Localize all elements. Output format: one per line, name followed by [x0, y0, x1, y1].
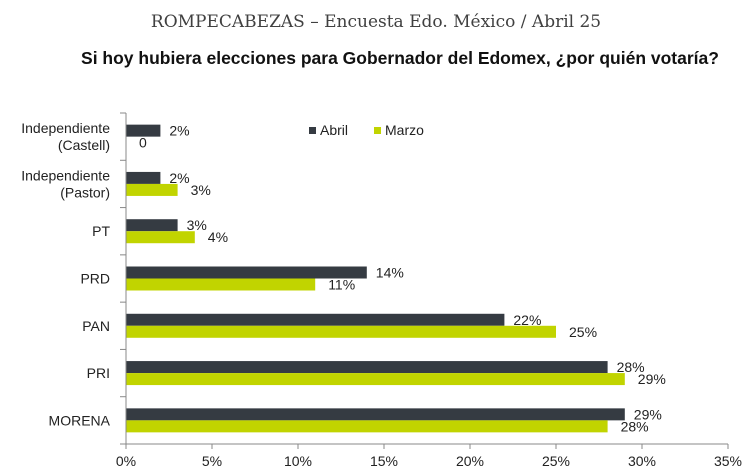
x-tick-label-7: 35%: [714, 453, 742, 469]
category-label-6-0: MORENA: [49, 412, 111, 428]
bar-marzo-2: [126, 231, 195, 244]
legend-swatch-abril: [309, 127, 316, 134]
bars-layer: [126, 124, 625, 433]
x-tick-label-0: 0%: [116, 453, 136, 469]
data-label-abril-5: 28%: [617, 359, 645, 375]
category-label-5-0: PRI: [87, 365, 110, 381]
data-label-marzo-2: 4%: [208, 229, 228, 245]
data-label-marzo-1: 3%: [191, 182, 211, 198]
bar-marzo-5: [126, 373, 625, 386]
category-label-4-0: PAN: [82, 318, 110, 334]
data-label-abril-3: 14%: [376, 265, 404, 281]
data-label-marzo-4: 25%: [569, 324, 597, 340]
bar-marzo-3: [126, 278, 316, 291]
report-header: ROMPECABEZAS – Encuesta Edo. México / Ab…: [150, 12, 602, 32]
bar-abril-4: [126, 313, 505, 326]
legend-label-abril: Abril: [320, 122, 348, 138]
data-label-marzo-0: 0: [139, 135, 147, 151]
category-label-3-0: PRD: [80, 271, 110, 287]
category-labels-layer: Independiente(Castell)Independiente(Past…: [21, 120, 110, 428]
bar-marzo-1: [126, 183, 178, 196]
data-label-marzo-6: 28%: [621, 418, 649, 434]
data-label-marzo-3: 11%: [328, 277, 355, 293]
x-tick-label-6: 30%: [628, 453, 656, 469]
category-label-0-1: (Castell): [58, 137, 110, 153]
data-label-marzo-5: 29%: [638, 371, 666, 387]
category-label-2-0: PT: [92, 223, 110, 239]
legend-swatch-marzo: [374, 127, 381, 134]
data-label-abril-1: 2%: [169, 170, 189, 186]
bar-abril-3: [126, 266, 367, 279]
bar-marzo-4: [126, 325, 556, 338]
bar-abril-0: [126, 124, 161, 137]
category-label-0-0: Independiente: [21, 120, 110, 136]
x-axis: 0% 5% 10% 15% 20% 25% 30% 35%: [116, 112, 742, 469]
x-tick-label-5: 25%: [542, 453, 570, 469]
bar-abril-2: [126, 219, 178, 232]
category-label-1-0: Independiente: [21, 167, 110, 183]
bar-marzo-6: [126, 420, 608, 433]
category-label-1-1: (Pastor): [60, 184, 110, 200]
data-label-abril-6: 29%: [634, 406, 662, 422]
data-label-abril-4: 22%: [513, 312, 541, 328]
x-tick-label-4: 20%: [456, 453, 484, 469]
x-tick-label-2: 10%: [284, 453, 312, 469]
legend-label-marzo: Marzo: [385, 122, 424, 138]
bar-abril-6: [126, 408, 625, 421]
x-tick-label-1: 5%: [202, 453, 222, 469]
chart-title: Si hoy hubiera elecciones para Gobernado…: [81, 48, 719, 68]
data-labels-layer: 2%02%3%3%4%14%11%22%25%28%29%29%28%: [139, 123, 666, 435]
x-tick-label-3: 15%: [370, 453, 398, 469]
bar-abril-5: [126, 361, 608, 374]
data-label-abril-2: 3%: [187, 217, 207, 233]
legend: Abril Marzo: [309, 122, 424, 138]
data-label-abril-0: 2%: [169, 123, 189, 139]
bar-abril-1: [126, 171, 161, 184]
